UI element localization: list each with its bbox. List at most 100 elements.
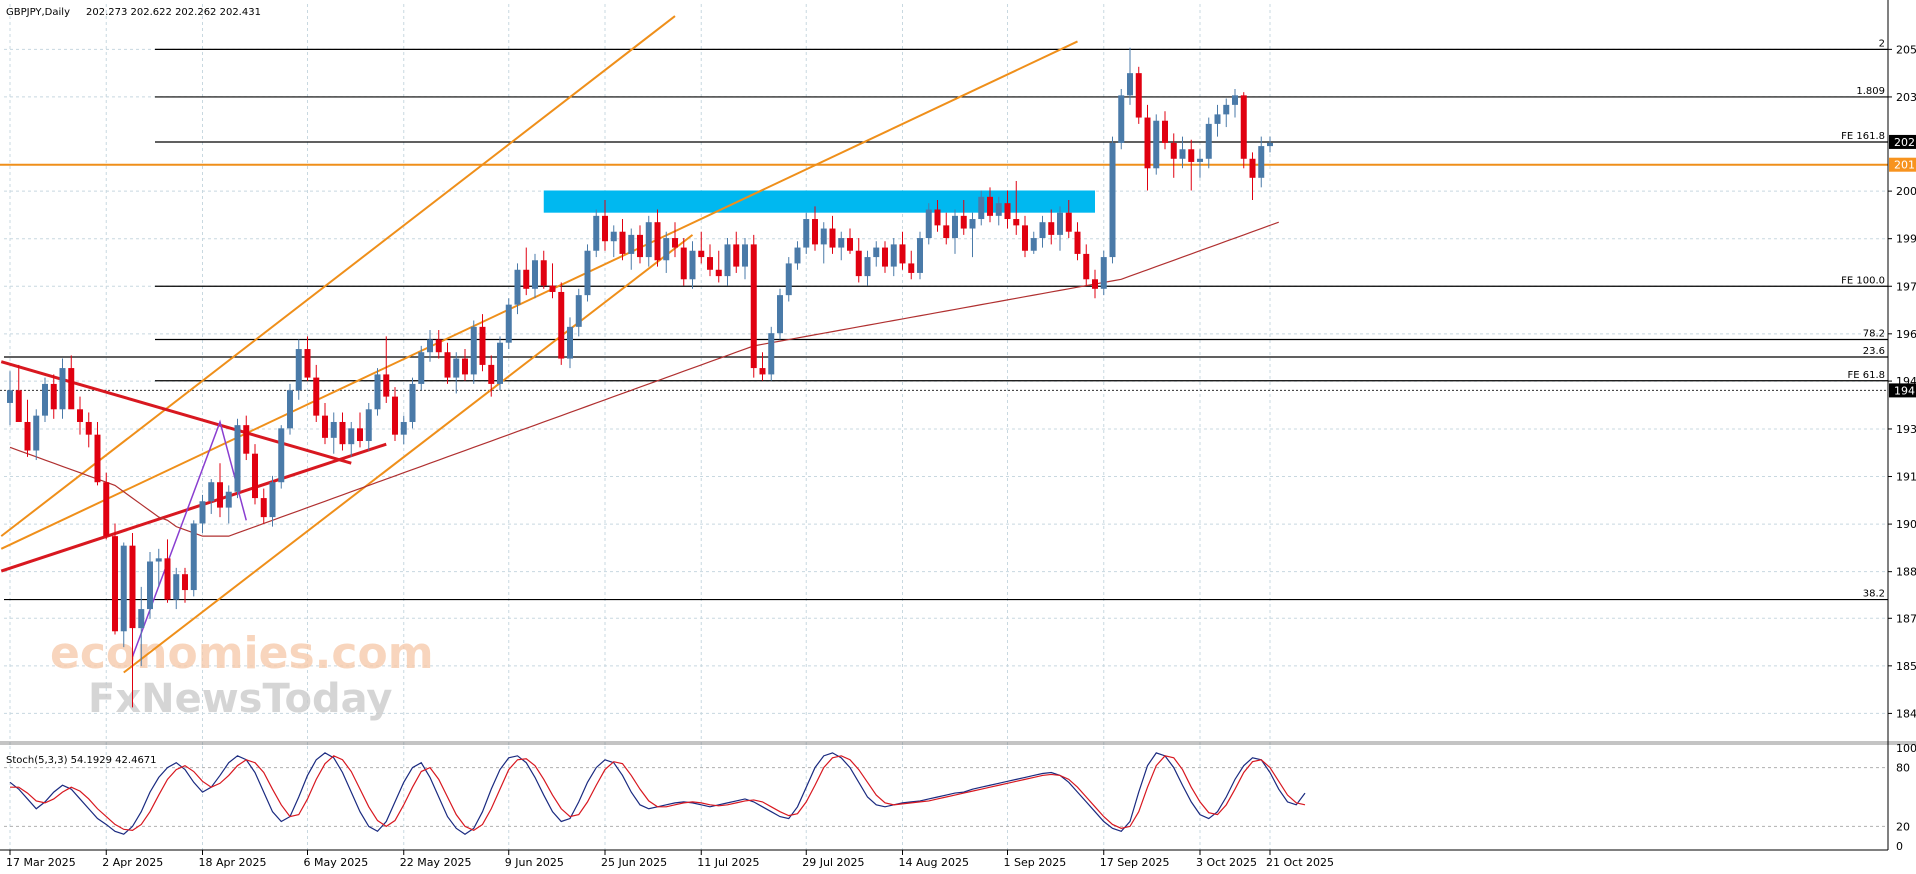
date-tick-label: 1 Sep 2025 (1004, 856, 1067, 869)
candle (330, 412, 337, 454)
candle-body (260, 498, 267, 518)
candle-body (479, 326, 486, 365)
candle (1188, 139, 1195, 191)
date-tick-label: 22 May 2025 (400, 856, 472, 869)
candle (1048, 209, 1055, 245)
candle (523, 247, 530, 296)
candle (365, 402, 372, 451)
date-tick-label: 25 Jun 2025 (601, 856, 667, 869)
candle (260, 488, 267, 524)
candle (803, 212, 810, 254)
candle-body (742, 244, 748, 267)
candle-body (453, 358, 460, 378)
candle (575, 288, 582, 337)
candle-body (1170, 142, 1177, 159)
candle (873, 241, 880, 267)
candle (1039, 215, 1046, 248)
chart-header-ohlc: 202.273 202.622 202.262 202.431 (86, 7, 261, 18)
candle (1223, 98, 1230, 128)
candle-body (1232, 95, 1238, 105)
date-tick-label: 11 Jul 2025 (697, 856, 759, 869)
candle-body (602, 215, 608, 242)
candle (1057, 206, 1063, 251)
candle (1258, 136, 1265, 188)
candle-body (838, 238, 845, 248)
candle-body (470, 326, 477, 375)
candle-body (1048, 222, 1055, 235)
candle-body (768, 333, 775, 375)
candle-body (322, 415, 328, 438)
stoch-signal-line (10, 755, 1306, 832)
candle-body (1083, 253, 1090, 280)
level-label: 1.809 (1856, 86, 1885, 97)
candle (855, 238, 862, 283)
candle-body (987, 196, 993, 216)
candle-body (628, 234, 635, 254)
candle (418, 345, 425, 391)
candle-body (1039, 222, 1046, 239)
candle-body (952, 215, 958, 239)
candle (1162, 111, 1168, 150)
candle-body (680, 247, 687, 280)
candle-body (847, 238, 853, 251)
stochastic-panel (0, 741, 1916, 835)
level-label: 23.6 (1863, 346, 1885, 357)
level-label: FE 161.8 (1841, 131, 1885, 142)
watermark-line1: economies.com (50, 628, 434, 679)
candle-body (357, 428, 363, 442)
candle-body (610, 231, 617, 242)
candle-body (829, 228, 836, 248)
candle (908, 250, 915, 280)
candle-body (427, 339, 433, 353)
candle-body (654, 222, 661, 261)
candle-body (269, 482, 276, 518)
candle-body (173, 574, 180, 600)
candle (680, 238, 687, 286)
candle (610, 225, 617, 258)
candle-body (383, 374, 390, 397)
candle (287, 383, 293, 435)
candle-body (488, 364, 495, 384)
candle (147, 552, 153, 619)
candle (602, 200, 608, 251)
candle (339, 412, 346, 451)
candle-body (462, 358, 468, 375)
candle (847, 228, 853, 254)
candle (409, 377, 416, 429)
candle (698, 231, 705, 264)
candle (234, 418, 241, 499)
price-label-text: 201.713 (1894, 159, 1916, 172)
candle (890, 238, 897, 277)
candle-body (304, 349, 311, 378)
candle-body (1144, 117, 1151, 169)
stoch-tick-label: 100 (1896, 742, 1916, 755)
candle (715, 250, 722, 283)
candle-body (1214, 114, 1221, 124)
candle (453, 352, 460, 394)
candle (1074, 222, 1081, 261)
candle-body (15, 390, 22, 422)
candle-body (645, 222, 652, 258)
stoch-tick-label: 0 (1896, 840, 1903, 853)
candle-body (77, 409, 83, 422)
candle (960, 200, 967, 235)
candle-body (855, 250, 862, 277)
watermark: economies.com FxNewsToday (50, 628, 434, 722)
price-label-text: 194.596 (1894, 384, 1916, 397)
candle (42, 377, 48, 422)
date-tick-label: 29 Jul 2025 (802, 856, 864, 869)
candle (1179, 136, 1186, 169)
candle (444, 342, 451, 384)
candle-body (374, 374, 381, 410)
candle-body (392, 396, 398, 435)
candle (400, 415, 407, 445)
candle (1153, 114, 1160, 175)
candle (138, 586, 145, 667)
candle (94, 421, 101, 486)
candle-body (252, 453, 258, 499)
candle (1240, 92, 1247, 169)
stoch-tick-label: 20 (1896, 820, 1910, 833)
candle-body (523, 269, 530, 289)
